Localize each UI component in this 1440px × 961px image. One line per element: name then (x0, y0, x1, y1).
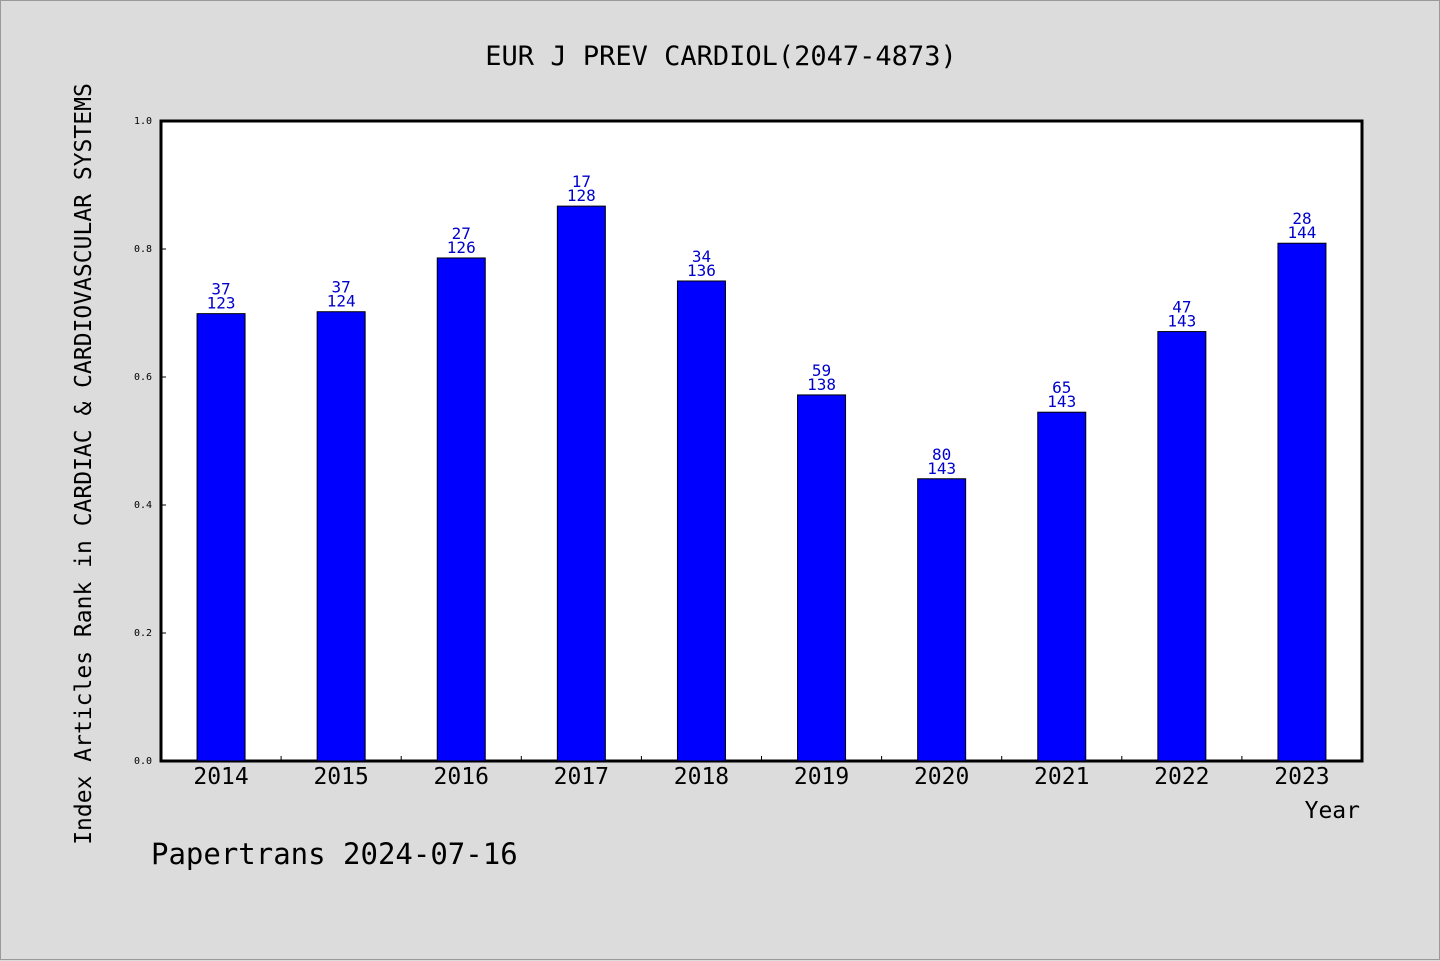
y-axis-label: Index Articles Rank in CARDIAC & CARDIOV… (71, 83, 97, 845)
bars (196, 205, 1327, 762)
x-tick-label: 2018 (674, 764, 729, 790)
bar-2015 (316, 311, 366, 762)
x-tick-label: 2023 (1274, 764, 1329, 790)
x-ticks (280, 756, 1243, 761)
x-tick-label: 2022 (1154, 764, 1209, 790)
bar-2020 (917, 478, 967, 762)
x-tick-label: 2019 (794, 764, 849, 790)
bar-2014 (196, 313, 246, 762)
bar-total-label: 143 (1167, 312, 1196, 331)
bar-total-label: 123 (207, 294, 236, 313)
x-tick-labels: 2014 2015 2016 2017 2018 2019 2020 2021 2022 2023 (193, 764, 1329, 790)
y-tick-label: 0.4 (134, 500, 152, 511)
bar-rank-label: 27 (452, 224, 471, 243)
bar-2017 (556, 205, 606, 762)
bar-2023 (1277, 242, 1327, 762)
y-tick-label: 0.2 (134, 628, 152, 639)
bar-rank-label: 65 (1052, 378, 1071, 397)
bar-total-label: 128 (567, 186, 596, 205)
x-tick-label: 2015 (313, 764, 368, 790)
x-tick-label: 2017 (554, 764, 609, 790)
bar-total-label: 136 (687, 261, 716, 280)
footer-text: Papertrans 2024-07-16 (151, 837, 518, 871)
x-tick-label: 2014 (193, 764, 248, 790)
bar-total-label: 143 (927, 459, 956, 478)
bar-total-label: 144 (1287, 223, 1316, 242)
bar-2016 (436, 257, 486, 762)
x-tick-label: 2020 (914, 764, 969, 790)
bar-total-label: 124 (327, 292, 356, 311)
y-tick-label: 0.8 (134, 244, 152, 255)
bar-rank-label: 28 (1292, 209, 1311, 228)
bar-2018 (676, 280, 726, 762)
chart-title: EUR J PREV CARDIOL(2047-4873) (485, 41, 956, 72)
bar-total-label: 143 (1047, 392, 1076, 411)
bar-rank-label: 17 (572, 172, 591, 191)
bar-rank-label: 37 (211, 280, 230, 299)
y-ticks: 0.0 0.2 0.4 0.6 0.8 1.0 (134, 116, 166, 767)
bar-2019 (797, 394, 847, 762)
bar-2021 (1037, 411, 1087, 762)
bar-total-label: 126 (447, 238, 476, 257)
y-tick-label: 1.0 (134, 116, 152, 127)
bar-rank-label: 59 (812, 361, 831, 380)
x-tick-label: 2016 (434, 764, 489, 790)
bar-labels: 3712337124271261712834136591388014365143… (207, 172, 1317, 478)
bar-rank-label: 47 (1172, 298, 1191, 317)
bar-rank-label: 80 (932, 445, 951, 464)
x-axis-label: Year (1305, 798, 1360, 824)
bar-rank-label: 34 (692, 247, 711, 266)
bar-total-label: 138 (807, 375, 836, 394)
y-tick-label: 0.6 (134, 372, 152, 383)
x-tick-label: 2021 (1034, 764, 1089, 790)
bar-2022 (1157, 331, 1207, 762)
bar-rank-label: 37 (332, 278, 351, 297)
y-tick-label: 0.0 (134, 756, 152, 767)
